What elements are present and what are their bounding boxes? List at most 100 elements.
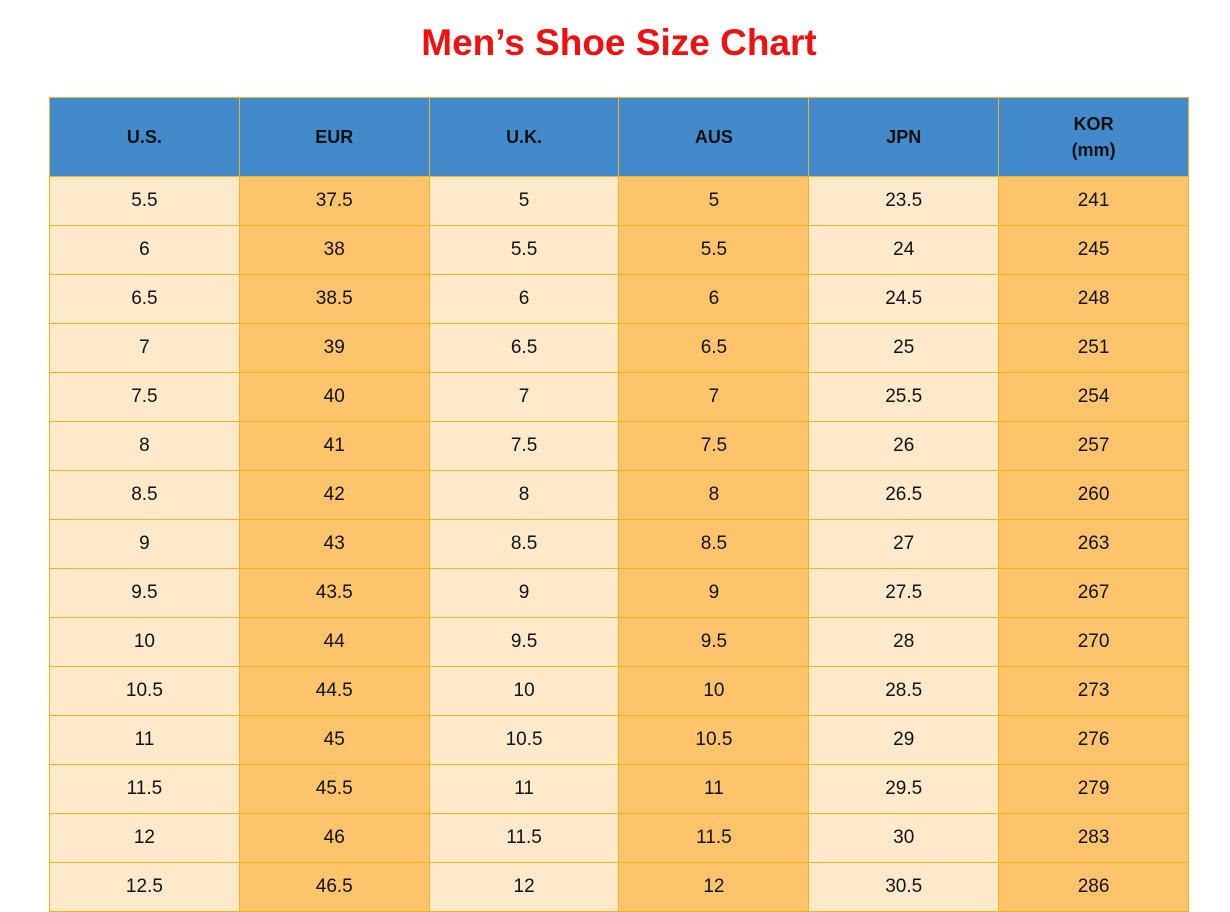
table-cell: 25.5 bbox=[808, 372, 1000, 422]
table-cell: 10.5 bbox=[618, 715, 810, 765]
table-cell: 6 bbox=[618, 274, 810, 324]
shoe-size-table: U.S. EUR U.K. AUS JPN KOR (mm) 5.5 37.5 5 5 23.5 24… bbox=[49, 97, 1189, 912]
table-cell: 267 bbox=[998, 568, 1189, 618]
table-cell: 7 bbox=[618, 372, 810, 422]
table-row: 7.5 40 7 7 25.5 254 bbox=[49, 372, 1189, 422]
table-cell: 29 bbox=[808, 715, 1000, 765]
column-header-label: (mm) bbox=[1071, 140, 1116, 160]
table-cell: 6 bbox=[428, 274, 620, 324]
table-row: 6.5 38.5 6 6 24.5 248 bbox=[49, 274, 1189, 324]
table-cell: 7.5 bbox=[428, 421, 620, 471]
table-cell: 9.5 bbox=[618, 617, 810, 667]
table-cell: 12 bbox=[49, 813, 240, 863]
table-row: 10 44 9.5 9.5 28 270 bbox=[49, 617, 1189, 667]
table-cell: 28.5 bbox=[808, 666, 1000, 716]
table-row: 5.5 37.5 5 5 23.5 241 bbox=[49, 176, 1189, 226]
table-cell: 8.5 bbox=[49, 470, 240, 520]
table-cell: 6 bbox=[49, 225, 240, 275]
table-cell: 37.5 bbox=[238, 176, 430, 226]
table-cell: 29.5 bbox=[808, 764, 1000, 814]
table-cell: 8.5 bbox=[618, 519, 810, 569]
table-row: 10.5 44.5 10 10 28.5 273 bbox=[49, 666, 1189, 716]
column-header: KOR (mm) bbox=[998, 97, 1189, 177]
table-cell: 251 bbox=[998, 323, 1189, 373]
table-cell: 45.5 bbox=[238, 764, 430, 814]
table-cell: 30 bbox=[808, 813, 1000, 863]
table-cell: 12 bbox=[618, 862, 810, 912]
table-row: 8.5 42 8 8 26.5 260 bbox=[49, 470, 1189, 520]
table-cell: 24.5 bbox=[808, 274, 1000, 324]
table-cell: 8 bbox=[618, 470, 810, 520]
table-cell: 38.5 bbox=[238, 274, 430, 324]
table-cell: 9.5 bbox=[428, 617, 620, 667]
table-cell: 8 bbox=[428, 470, 620, 520]
table-body: 5.5 37.5 5 5 23.5 241 6 38 5.5 5.5 24 245 6.5 38.5 6 6 2… bbox=[49, 176, 1189, 912]
table-cell: 10 bbox=[49, 617, 240, 667]
table-row: 9 43 8.5 8.5 27 263 bbox=[49, 519, 1189, 569]
table-cell: 12.5 bbox=[49, 862, 240, 912]
table-cell: 245 bbox=[998, 225, 1189, 275]
column-header: JPN bbox=[808, 97, 1000, 177]
table-cell: 24 bbox=[808, 225, 1000, 275]
table-cell: 28 bbox=[808, 617, 1000, 667]
table-cell: 10.5 bbox=[49, 666, 240, 716]
table-cell: 8 bbox=[49, 421, 240, 471]
header-row: U.S. EUR U.K. AUS JPN KOR (mm) bbox=[49, 97, 1189, 177]
table-cell: 254 bbox=[998, 372, 1189, 422]
column-header-label: U.K. bbox=[506, 127, 543, 147]
table-cell: 7.5 bbox=[49, 372, 240, 422]
table-cell: 11.5 bbox=[618, 813, 810, 863]
table-cell: 7 bbox=[428, 372, 620, 422]
table-cell: 5.5 bbox=[618, 225, 810, 275]
table-cell: 8.5 bbox=[428, 519, 620, 569]
column-header-label: AUS bbox=[694, 127, 733, 147]
table-cell: 273 bbox=[998, 666, 1189, 716]
table-cell: 10 bbox=[428, 666, 620, 716]
column-header-label: EUR bbox=[315, 127, 354, 147]
table-cell: 6.5 bbox=[428, 323, 620, 373]
table-cell: 10.5 bbox=[428, 715, 620, 765]
column-header: AUS bbox=[618, 97, 810, 177]
table-cell: 46 bbox=[238, 813, 430, 863]
table-cell: 11 bbox=[49, 715, 240, 765]
table-cell: 270 bbox=[998, 617, 1189, 667]
table-cell: 45 bbox=[238, 715, 430, 765]
table-row: 11 45 10.5 10.5 29 276 bbox=[49, 715, 1189, 765]
table-cell: 9 bbox=[618, 568, 810, 618]
table-cell: 260 bbox=[998, 470, 1189, 520]
table-cell: 25 bbox=[808, 323, 1000, 373]
table-cell: 286 bbox=[998, 862, 1189, 912]
table-cell: 11.5 bbox=[428, 813, 620, 863]
column-header: U.S. bbox=[49, 97, 240, 177]
table-cell: 5 bbox=[618, 176, 810, 226]
table-cell: 5 bbox=[428, 176, 620, 226]
table-cell: 44.5 bbox=[238, 666, 430, 716]
column-header-label: JPN bbox=[886, 127, 922, 147]
table-cell: 12 bbox=[428, 862, 620, 912]
table-cell: 38 bbox=[238, 225, 430, 275]
table-cell: 276 bbox=[998, 715, 1189, 765]
table-cell: 46.5 bbox=[238, 862, 430, 912]
table-cell: 44 bbox=[238, 617, 430, 667]
table-cell: 27.5 bbox=[808, 568, 1000, 618]
column-header-label: U.S. bbox=[126, 127, 162, 147]
table-cell: 263 bbox=[998, 519, 1189, 569]
table-cell: 5.5 bbox=[49, 176, 240, 226]
table-cell: 248 bbox=[998, 274, 1189, 324]
table-cell: 41 bbox=[238, 421, 430, 471]
table-row: 12 46 11.5 11.5 30 283 bbox=[49, 813, 1189, 863]
table-cell: 11 bbox=[618, 764, 810, 814]
table-cell: 6.5 bbox=[618, 323, 810, 373]
table-cell: 11.5 bbox=[49, 764, 240, 814]
table-cell: 7.5 bbox=[618, 421, 810, 471]
page-title: Men’s Shoe Size Chart bbox=[421, 22, 817, 63]
column-header: U.K. bbox=[428, 97, 620, 177]
table-cell: 23.5 bbox=[808, 176, 1000, 226]
table-cell: 39 bbox=[238, 323, 430, 373]
table-cell: 42 bbox=[238, 470, 430, 520]
table-cell: 11 bbox=[428, 764, 620, 814]
table-cell: 9 bbox=[49, 519, 240, 569]
table-cell: 257 bbox=[998, 421, 1189, 471]
table-cell: 6.5 bbox=[49, 274, 240, 324]
table-cell: 26 bbox=[808, 421, 1000, 471]
